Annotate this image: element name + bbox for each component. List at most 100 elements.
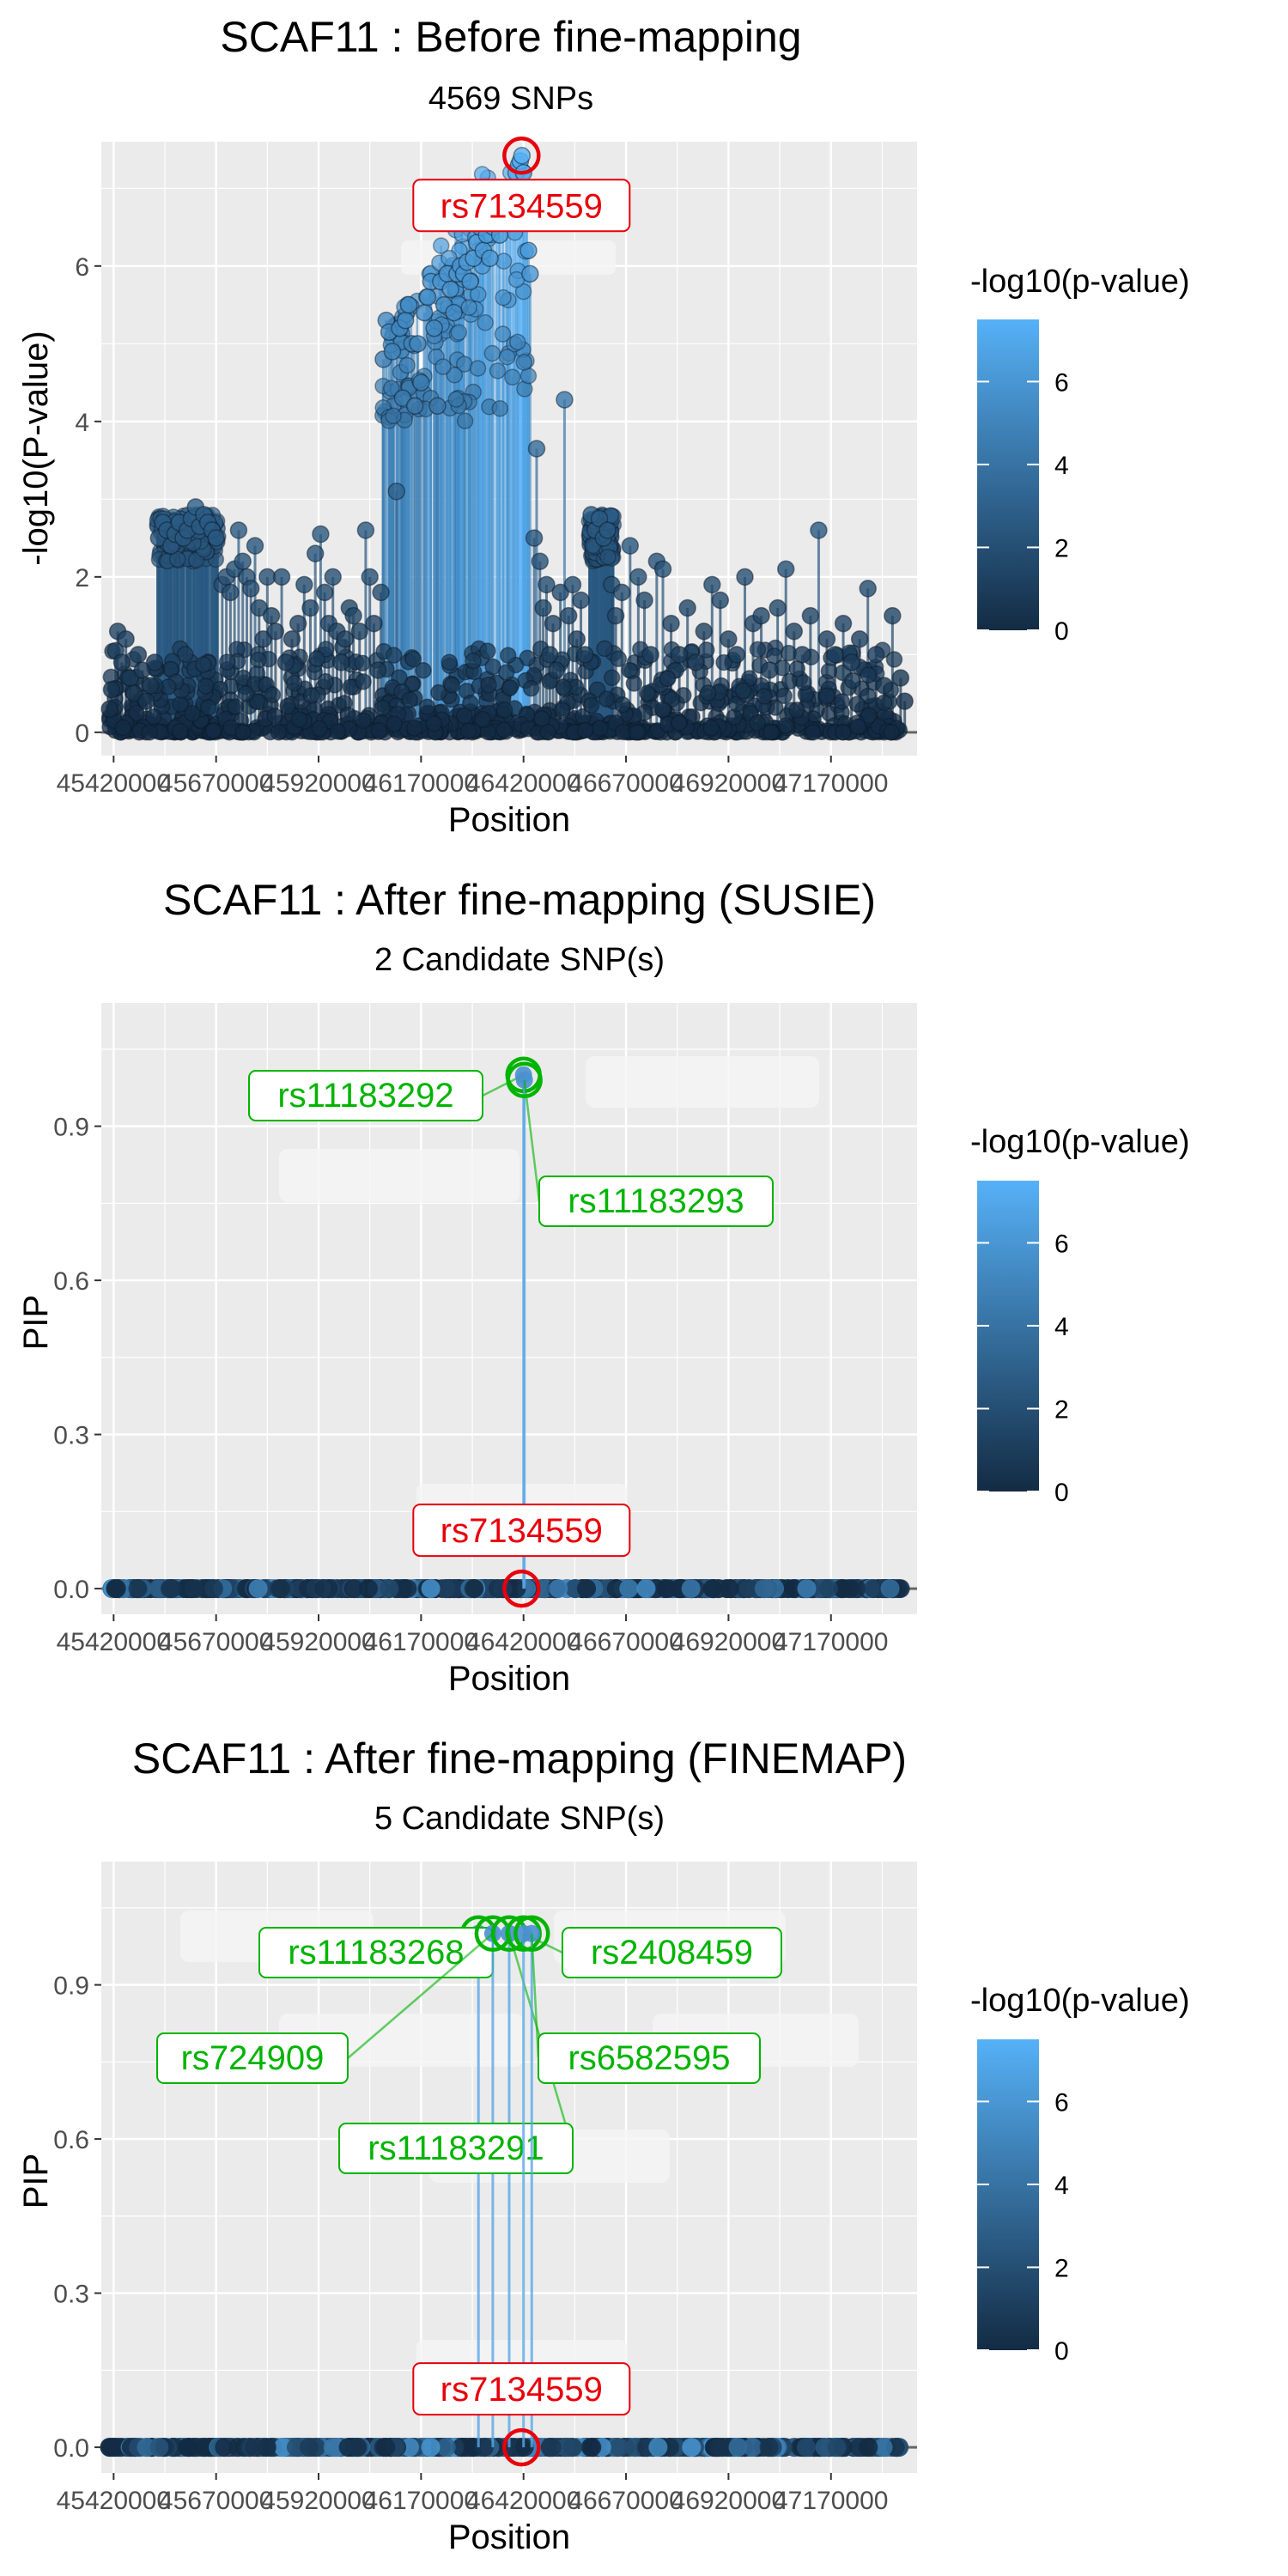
lead-snp-ring bbox=[502, 137, 541, 175]
snp-point bbox=[598, 521, 617, 539]
snp-point bbox=[736, 568, 754, 586]
snp-point bbox=[844, 671, 861, 690]
candidate-label: rs724909 bbox=[181, 2039, 325, 2077]
legend-tick-label: 2 bbox=[1054, 2254, 1069, 2282]
candidate-label: rs11183293 bbox=[568, 1182, 744, 1220]
snp-point bbox=[606, 606, 625, 625]
snp-point bbox=[842, 653, 860, 671]
x-tick-label: 47170000 bbox=[774, 2487, 888, 2515]
snp-point bbox=[592, 720, 609, 737]
legend-tick-label: 6 bbox=[1054, 1230, 1069, 1258]
snp-point bbox=[720, 629, 738, 648]
snp-point bbox=[376, 2438, 396, 2458]
snp-point bbox=[246, 537, 264, 555]
snp-point bbox=[343, 1579, 363, 1599]
snp-point bbox=[197, 677, 215, 695]
snp-point bbox=[299, 2438, 319, 2458]
snp-point bbox=[450, 324, 468, 341]
snp-point bbox=[639, 684, 656, 702]
snp-point bbox=[635, 591, 653, 610]
snp-point bbox=[654, 701, 671, 719]
snp-point bbox=[498, 348, 516, 366]
chart-subtitle: 5 Candidate SNP(s) bbox=[374, 1801, 665, 1837]
snp-point bbox=[481, 249, 499, 268]
snp-point bbox=[777, 717, 795, 734]
x-tick-label: 46420000 bbox=[466, 2487, 580, 2515]
snp-point bbox=[682, 2438, 702, 2458]
legend-tick-label: 4 bbox=[1054, 1313, 1069, 1341]
snp-point bbox=[875, 677, 894, 695]
snp-point bbox=[891, 669, 910, 687]
snp-point bbox=[818, 687, 835, 705]
snp-point bbox=[234, 552, 252, 570]
snp-point bbox=[465, 652, 482, 670]
snp-point bbox=[896, 692, 914, 710]
snp-point bbox=[629, 568, 647, 586]
snp-point bbox=[106, 1579, 126, 1599]
snp-point bbox=[315, 583, 334, 602]
snp-point bbox=[582, 2438, 602, 2458]
y-tick-label: 0.6 bbox=[53, 2126, 89, 2154]
snp-point bbox=[576, 646, 594, 664]
snp-point bbox=[562, 2438, 582, 2458]
snp-point bbox=[418, 288, 437, 307]
snp-point bbox=[160, 1579, 179, 1599]
snp-point bbox=[329, 723, 346, 740]
snp-point bbox=[743, 2438, 762, 2458]
y-axis-title: -log10(P-value) bbox=[17, 331, 55, 565]
snp-point bbox=[604, 669, 621, 687]
legend-title: -log10(p-value) bbox=[970, 264, 1190, 300]
label-box bbox=[338, 2123, 574, 2174]
snp-point bbox=[702, 720, 720, 737]
snp-point bbox=[350, 622, 369, 641]
snp-point bbox=[817, 629, 836, 648]
snp-point bbox=[711, 591, 730, 610]
snp-point bbox=[818, 1579, 838, 1599]
snp-point bbox=[412, 374, 430, 392]
snp-point bbox=[436, 1579, 456, 1599]
snp-point bbox=[248, 1579, 268, 1599]
snp-point bbox=[621, 537, 640, 555]
snp-point bbox=[489, 362, 507, 380]
snp-point bbox=[479, 642, 496, 659]
snp-point bbox=[864, 1579, 884, 1599]
label-box bbox=[156, 2032, 349, 2084]
snp-point bbox=[826, 646, 844, 664]
snp-point bbox=[785, 622, 804, 641]
snp-point bbox=[474, 710, 491, 728]
snp-point bbox=[178, 2438, 197, 2458]
snp-point bbox=[504, 368, 521, 386]
snp-point bbox=[840, 1579, 860, 1599]
y-tick-label: 0.9 bbox=[53, 1972, 89, 2001]
snp-point bbox=[279, 697, 296, 715]
snp-point bbox=[599, 548, 617, 566]
snp-point bbox=[425, 319, 443, 337]
snp-point bbox=[598, 690, 616, 708]
snp-point bbox=[793, 646, 811, 664]
color-legend: -log10(p-value) 0 2 4 6 bbox=[970, 1983, 1190, 2366]
x-tick-label: 45670000 bbox=[159, 1628, 273, 1656]
snp-point bbox=[756, 688, 773, 705]
snp-point bbox=[555, 678, 572, 696]
snp-point bbox=[250, 651, 267, 669]
y-tick-label: 0.6 bbox=[53, 1267, 89, 1296]
candidate-label: rs2408459 bbox=[591, 1934, 753, 1971]
snp-point bbox=[317, 672, 334, 690]
snp-point bbox=[810, 521, 828, 539]
snp-point bbox=[796, 2438, 816, 2458]
y-tick-label: 4 bbox=[75, 409, 89, 437]
snp-point bbox=[695, 622, 714, 641]
snp-point bbox=[368, 661, 387, 679]
snp-point bbox=[515, 354, 533, 371]
snp-point bbox=[867, 646, 885, 664]
snp-point bbox=[686, 653, 705, 671]
snp-point bbox=[511, 2438, 531, 2458]
snp-point bbox=[273, 2438, 293, 2458]
snp-point bbox=[344, 606, 362, 625]
snp-point bbox=[491, 400, 509, 417]
snp-point bbox=[428, 397, 447, 415]
snp-point bbox=[848, 696, 866, 713]
snp-point bbox=[613, 583, 631, 602]
snp-point bbox=[383, 343, 402, 361]
snp-point bbox=[480, 677, 497, 694]
